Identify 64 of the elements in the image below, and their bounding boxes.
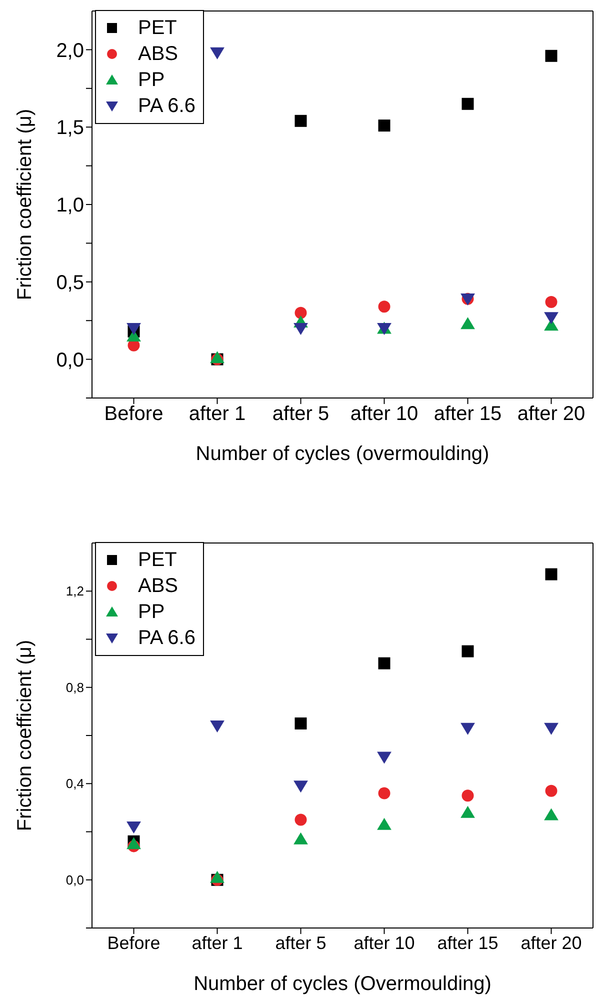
legend-label: ABS [138, 574, 178, 598]
x-tick-label: after 1 [192, 932, 243, 953]
point [378, 787, 390, 800]
legend-label: PET [138, 548, 177, 572]
point [544, 808, 558, 820]
y-axis-title: Friction coefficient (μ) [14, 108, 36, 300]
x-tick-label: after 20 [520, 932, 582, 953]
x-tick-label: after 5 [275, 932, 326, 953]
point [460, 722, 475, 735]
point [544, 312, 558, 324]
y-axis-title: Friction coefficient (μ) [14, 640, 36, 832]
y-tick-label: 0,0 [66, 872, 84, 888]
point [462, 98, 474, 110]
point [210, 47, 224, 60]
legend-label: PA 6.6 [138, 94, 196, 118]
point [126, 322, 141, 335]
point [210, 720, 224, 732]
x-tick-label: after 15 [437, 932, 498, 953]
x-tick-label: after 1 [188, 403, 246, 426]
point [462, 790, 474, 802]
y-tick-label: 1,5 [56, 117, 84, 140]
point [377, 752, 392, 764]
y-tick-label: 2,0 [56, 40, 84, 62]
x-tick-label: Before [104, 403, 164, 426]
point [378, 120, 390, 132]
point [294, 814, 307, 826]
point [126, 822, 141, 834]
y-tick-label: 0,4 [66, 776, 84, 792]
point [210, 870, 224, 883]
point [544, 722, 558, 735]
point [462, 645, 474, 658]
x-tick-label: after 10 [350, 403, 418, 426]
legend-label: PET [138, 16, 177, 40]
point [294, 832, 308, 844]
y-tick-label: 0,8 [66, 680, 84, 695]
point [294, 780, 308, 793]
point [545, 568, 558, 580]
point [294, 322, 308, 335]
point [460, 317, 475, 330]
y-tick-label: 0,0 [56, 349, 84, 372]
point [294, 717, 307, 730]
y-tick-label: 1,2 [66, 584, 84, 599]
point [294, 114, 307, 127]
point [377, 818, 392, 830]
point [294, 306, 307, 319]
x-axis-title: Number of cycles (Overmoulding) [194, 973, 492, 995]
point [460, 806, 475, 818]
x-tick-label: after 10 [354, 932, 415, 953]
legend-label: PA 6.6 [138, 626, 196, 650]
x-tick-label: after 5 [272, 403, 330, 426]
x-tick-label: Before [107, 932, 160, 953]
y-tick-label: 1,0 [56, 194, 84, 217]
x-axis-title: Number of cycles (overmoulding) [196, 443, 490, 465]
x-tick-label: after 20 [517, 403, 586, 426]
point [545, 296, 558, 308]
x-tick-label: after 15 [434, 403, 502, 426]
legend-label: PP [138, 600, 165, 624]
point [378, 657, 390, 670]
point [545, 50, 558, 62]
legend-label: ABS [138, 42, 178, 66]
point [545, 784, 558, 797]
point [378, 300, 390, 313]
y-tick-label: 0,5 [56, 272, 84, 294]
legend-label: PP [138, 68, 165, 92]
